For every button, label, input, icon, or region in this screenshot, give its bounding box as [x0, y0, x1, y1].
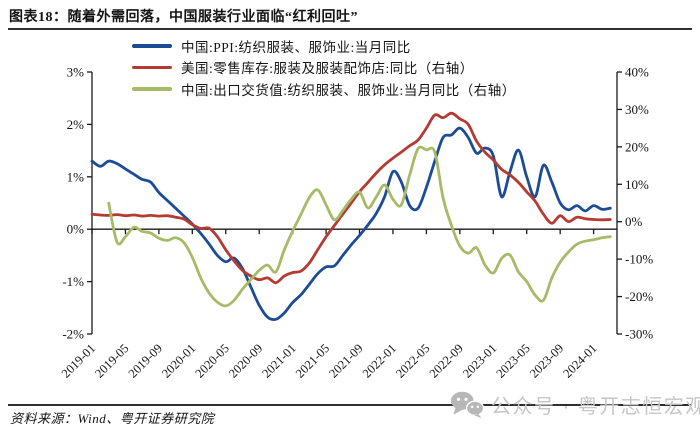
legend-swatch-china-ppi	[132, 44, 172, 48]
x-axis-tick-label: 2021-05	[293, 341, 332, 380]
wechat-icon	[450, 391, 484, 419]
chart-legend: 中国:PPI:纺织服装、服饰业:当月同比 美国:零售库存:服装及服装配饰店:同比…	[132, 35, 516, 100]
x-axis-tick-label: 2024-01	[560, 341, 599, 380]
left-axis-tick-label: -2%	[62, 327, 84, 342]
right-axis-tick-label: -30%	[625, 327, 653, 342]
legend-swatch-china-export-delivery	[132, 87, 172, 91]
legend-label: 美国:零售库存:服装及服装配饰店:同比（右轴）	[181, 61, 474, 77]
x-axis-tick-label: 2022-05	[393, 341, 432, 380]
x-axis-tick-label: 2020-01	[159, 341, 198, 380]
figure-title: 图表18：随着外需回落，中国服装行业面临“红利回吐”	[9, 10, 358, 25]
legend-item-china-ppi: 中国:PPI:纺织服装、服饰业:当月同比	[132, 35, 516, 57]
source-note: 资料来源：Wind、粤开证券研究院	[10, 411, 215, 426]
watermark-text: 公众号 · 粤开志恒宏观	[491, 396, 700, 418]
series-line-china_ppi	[90, 126, 612, 321]
x-axis-tick-label: 2019-05	[92, 341, 131, 380]
series-line-china_export_delivery	[107, 145, 612, 308]
right-axis-tick-label: 0%	[625, 214, 643, 229]
right-axis-tick-label: -10%	[625, 252, 653, 267]
x-axis-tick-label: 2020-05	[193, 341, 232, 380]
x-axis-tick-label: 2023-05	[493, 341, 532, 380]
x-axis-tick-label: 2023-09	[527, 341, 566, 380]
right-axis-tick-label: 30%	[625, 102, 649, 117]
legend-swatch-us-retail-inventory	[132, 65, 172, 69]
top-divider	[8, 28, 692, 30]
left-axis-tick-label: 3%	[67, 65, 85, 80]
left-axis-tick-label: 0%	[67, 222, 85, 237]
bottom-divider	[8, 404, 692, 406]
legend-item-china-export-delivery: 中国:出口交货值:纺织服装、服饰业:当月同比（右轴）	[132, 78, 516, 100]
right-axis-tick-label: 10%	[625, 177, 649, 192]
left-axis-tick-label: 1%	[67, 169, 85, 184]
right-axis-tick-label: 40%	[625, 65, 649, 80]
x-axis-tick-label: 2023-01	[460, 341, 499, 380]
x-axis-tick-label: 2022-01	[360, 341, 399, 380]
legend-item-us-retail-inventory: 美国:零售库存:服装及服装配饰店:同比（右轴）	[132, 57, 516, 79]
x-axis-tick-label: 2022-09	[427, 341, 466, 380]
x-axis-tick-label: 2019-09	[126, 341, 165, 380]
left-axis-tick-label: 2%	[67, 117, 85, 132]
right-axis-tick-label: -20%	[625, 289, 653, 304]
x-axis-tick-label: 2019-01	[59, 341, 98, 380]
legend-label: 中国:出口交货值:纺织服装、服饰业:当月同比（右轴）	[181, 82, 516, 98]
right-axis-tick-label: 20%	[625, 139, 649, 154]
watermark: 公众号 · 粤开志恒宏观	[450, 390, 700, 419]
left-axis-tick-label: -1%	[62, 274, 84, 289]
x-axis-tick-label: 2021-09	[326, 341, 365, 380]
x-axis-tick-label: 2021-01	[259, 341, 298, 380]
x-axis-tick-label: 2020-09	[226, 341, 265, 380]
series-line-us_retail_inventory	[90, 111, 612, 285]
legend-label: 中国:PPI:纺织服装、服饰业:当月同比	[181, 39, 411, 55]
